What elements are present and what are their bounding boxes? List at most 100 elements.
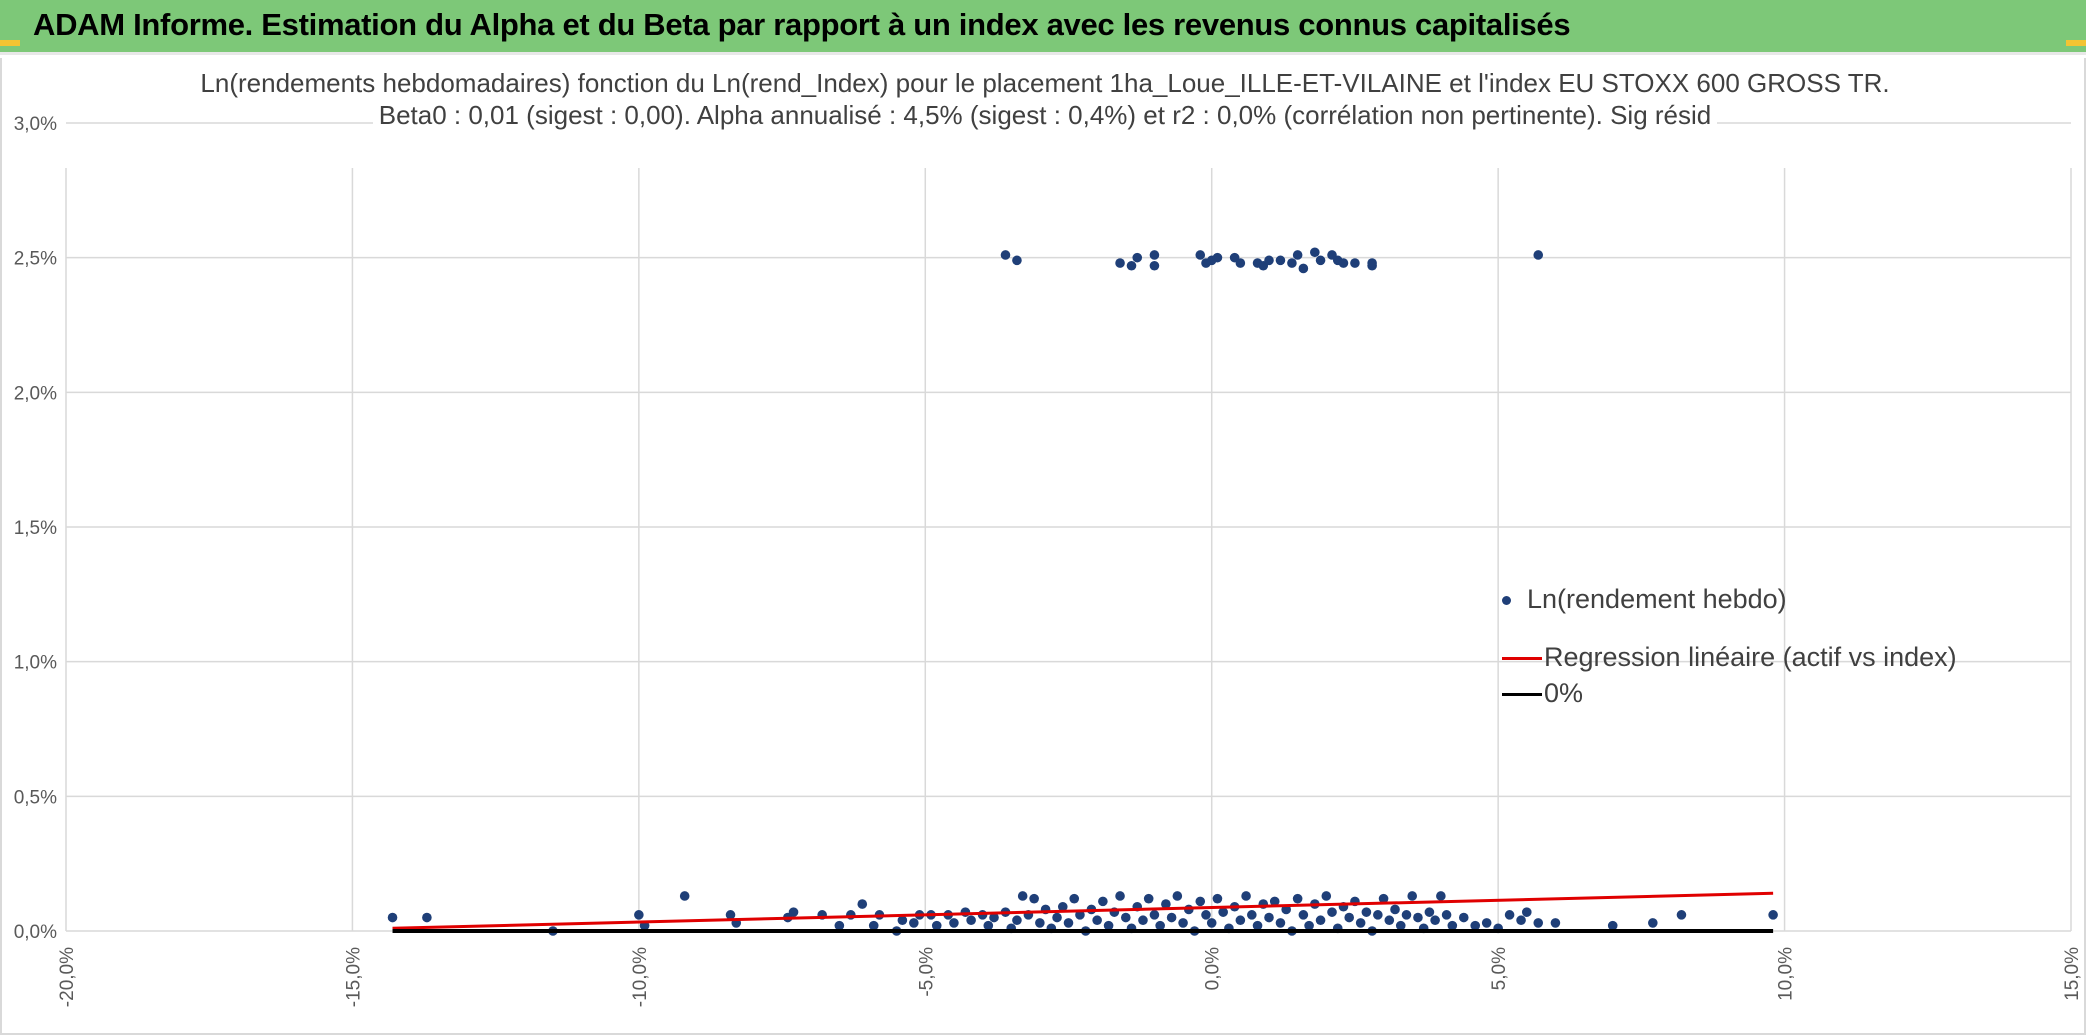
data-point bbox=[1355, 918, 1366, 928]
data-point bbox=[1407, 891, 1418, 901]
data-point bbox=[1132, 252, 1143, 263]
data-point bbox=[1424, 907, 1435, 917]
data-point bbox=[1063, 918, 1074, 928]
data-point bbox=[1521, 907, 1532, 917]
data-point bbox=[1166, 912, 1177, 923]
chart-title-text-2: Beta0 : 0,01 (sigest : 0,00). Alpha annu… bbox=[372, 100, 1718, 130]
data-point bbox=[1149, 910, 1160, 920]
data-point bbox=[679, 891, 690, 901]
data-point bbox=[1235, 258, 1246, 268]
data-point bbox=[1441, 910, 1452, 920]
data-point bbox=[1390, 904, 1400, 915]
data-point bbox=[1178, 918, 1188, 928]
data-point bbox=[1000, 250, 1011, 260]
legend-item-scatter: Ln(rendement hebdo) bbox=[1502, 584, 1787, 615]
x-tick-label: -10,0% bbox=[630, 947, 651, 1007]
data-point bbox=[1430, 915, 1440, 926]
data-point bbox=[788, 907, 799, 917]
chart-title-line-2: Beta0 : 0,01 (sigest : 0,00). Alpha annu… bbox=[2, 100, 2086, 131]
chart-area: 0,0% 0,5% 1,0% 1,5% 2,0% 2,5% 3,0% -20,0% -15,0%… bbox=[0, 58, 2086, 1035]
data-point bbox=[1378, 893, 1389, 904]
data-point bbox=[1029, 893, 1039, 904]
x-tick-label: 10,0% bbox=[1776, 947, 1797, 1001]
data-point bbox=[1373, 910, 1383, 920]
legend-label-scatter: Ln(rendement hebdo) bbox=[1527, 584, 1787, 614]
data-point bbox=[1275, 918, 1286, 928]
data-point bbox=[422, 912, 432, 923]
corner-marker-left bbox=[0, 40, 20, 46]
x-tick-label: 5,0% bbox=[1489, 947, 1510, 990]
y-tick-label: 1,5% bbox=[14, 518, 57, 539]
data-point bbox=[1264, 912, 1274, 923]
y-tick-label: 2,5% bbox=[14, 249, 57, 270]
data-point bbox=[1447, 920, 1458, 931]
data-point bbox=[1384, 915, 1395, 926]
data-point bbox=[1304, 920, 1314, 931]
data-point bbox=[834, 920, 845, 931]
report-title: ADAM Informe. Estimation du Alpha et du … bbox=[33, 7, 1571, 42]
data-point bbox=[1012, 915, 1022, 926]
data-point bbox=[931, 920, 942, 931]
data-point bbox=[1161, 899, 1171, 909]
data-point bbox=[1292, 893, 1303, 904]
data-point bbox=[1275, 255, 1286, 266]
data-point bbox=[1201, 910, 1211, 920]
data-point bbox=[1504, 910, 1515, 920]
data-point bbox=[897, 915, 908, 926]
corner-marker-right bbox=[2066, 40, 2086, 46]
x-tick-label: 0,0% bbox=[1203, 947, 1224, 990]
data-point bbox=[1516, 915, 1526, 926]
report-header-bar: ADAM Informe. Estimation du Alpha et du … bbox=[0, 0, 2086, 55]
data-point bbox=[1149, 250, 1160, 260]
scatter-chart: 0,0% 0,5% 1,0% 1,5% 2,0% 2,5% 3,0% -20,0% -15,0%… bbox=[14, 114, 2083, 1007]
data-point bbox=[1138, 915, 1148, 926]
data-point bbox=[1012, 255, 1022, 266]
data-point bbox=[1120, 912, 1131, 923]
data-point bbox=[1310, 247, 1320, 258]
y-tick-label: 0,0% bbox=[14, 922, 57, 943]
data-point bbox=[1235, 915, 1246, 926]
data-point bbox=[1172, 891, 1183, 901]
data-point bbox=[1052, 912, 1062, 923]
data-point bbox=[1315, 255, 1326, 266]
data-point bbox=[1648, 918, 1658, 928]
data-point bbox=[1212, 893, 1223, 904]
data-point bbox=[1367, 258, 1377, 268]
data-point bbox=[1115, 258, 1125, 268]
legend-item-regression: Regression linéaire (actif vs index) bbox=[1502, 642, 1957, 673]
data-point bbox=[1481, 918, 1492, 928]
data-point bbox=[1149, 260, 1160, 271]
data-point bbox=[1338, 258, 1349, 268]
x-tick-label: -5,0% bbox=[916, 947, 937, 997]
data-point bbox=[1115, 891, 1125, 901]
legend-marker-dot-icon bbox=[1502, 596, 1511, 606]
y-tick-label: 0,5% bbox=[14, 787, 57, 808]
x-tick-label: -15,0% bbox=[343, 947, 364, 1007]
data-point bbox=[868, 920, 879, 931]
data-point bbox=[1550, 918, 1561, 928]
data-point bbox=[1195, 250, 1206, 260]
data-point bbox=[1247, 910, 1257, 920]
data-point bbox=[857, 899, 868, 909]
data-point bbox=[1155, 920, 1165, 931]
data-point bbox=[1327, 907, 1337, 917]
data-point bbox=[1252, 920, 1263, 931]
data-point bbox=[1069, 893, 1080, 904]
data-point bbox=[1395, 920, 1406, 931]
chart-title-line-1: Ln(rendements hebdomadaires) fonction du… bbox=[2, 68, 2086, 99]
data-point bbox=[1470, 920, 1481, 931]
legend-line-red-icon bbox=[1502, 657, 1542, 661]
data-point bbox=[983, 920, 994, 931]
data-point bbox=[1057, 901, 1068, 912]
data-point bbox=[725, 910, 736, 920]
data-point bbox=[1035, 918, 1045, 928]
data-point bbox=[1075, 910, 1085, 920]
data-point bbox=[1241, 891, 1251, 901]
data-point bbox=[966, 915, 976, 926]
y-tick-label: 3,0% bbox=[14, 114, 57, 135]
data-point bbox=[1092, 915, 1102, 926]
data-point bbox=[1533, 918, 1544, 928]
data-point bbox=[1206, 918, 1217, 928]
data-point bbox=[1298, 263, 1309, 274]
data-point bbox=[1321, 891, 1332, 901]
